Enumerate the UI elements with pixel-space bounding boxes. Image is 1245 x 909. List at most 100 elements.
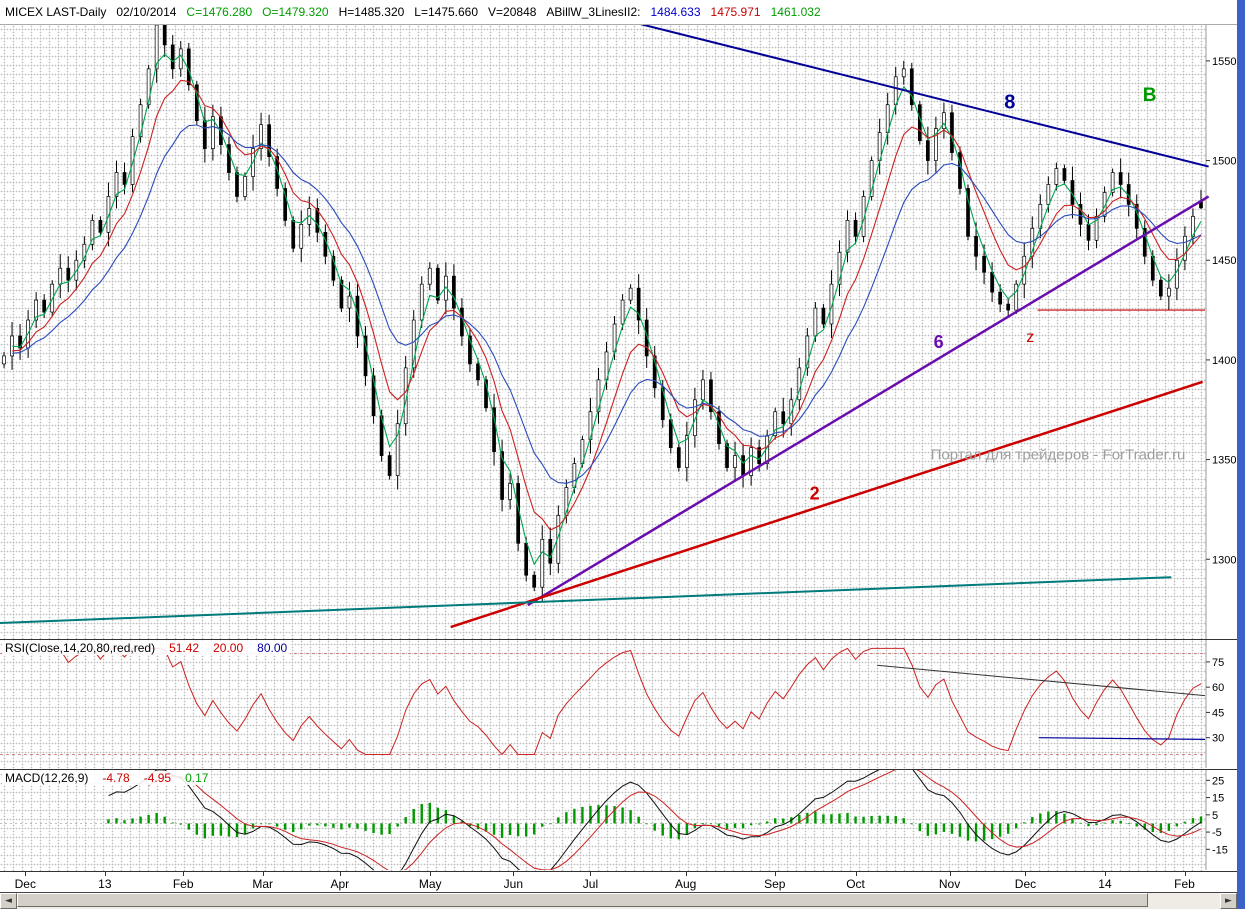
candle [925,140,930,161]
candle [476,363,480,381]
price-chart[interactable]: 1550 1500 1450 1400 1350 1300 8 6 2 Bz Портал для … [0,25,1245,639]
y-axis-label: 1350 [1212,455,1236,467]
macd-hist-bar [541,823,544,827]
macd-hist-bar [388,823,391,835]
candle [371,375,376,417]
macd-hist-bar [910,823,913,825]
macd-hist-bar [838,813,841,824]
y-axis-label: 60 [1212,682,1224,694]
time-axis-tick [339,872,341,876]
macd-signal-line [148,770,1202,870]
macd-hist-bar [846,812,849,824]
time-axis-tick [774,872,776,876]
macd-hist-bar [380,823,383,835]
candle [1086,224,1091,241]
macd-hist-bar [958,823,962,837]
candle [845,220,850,253]
time-axis-tick [513,872,515,876]
macd-hist-bar [324,823,327,827]
candle [684,435,689,468]
candlestick-series [2,25,1203,602]
scroll-left-button[interactable]: ◄ [0,893,17,909]
macd-signal-value: -4.95 [143,771,172,785]
candle [950,112,954,153]
trendline-teal-support[interactable] [0,576,1172,625]
macd-pane[interactable]: MACD(12,26,9) -4.78 -4.95 0.17 25 15 5 -5 -1… [0,770,1245,872]
scroll-right-button[interactable]: ► [1220,893,1237,909]
y-axis-label: 1300 [1212,554,1236,566]
macd-hist-bar [982,823,986,841]
macd-hist-bar [444,809,448,824]
candle [990,271,994,293]
macd-hist-bar [533,823,536,835]
time-axis-tick [1025,872,1027,876]
macd-hist-bar [1055,811,1058,824]
trendline-rsi-down-line[interactable] [877,664,1206,697]
time-axis: Dec 13 Feb Mar Apr May Jun Jul Aug Sep Oct Nov Dec 14… [0,872,1237,893]
macd-hist-bar [219,823,223,836]
macd-hist-bar [886,815,889,824]
candle [484,379,488,409]
candle [1175,259,1179,289]
macd-hist-bar [267,823,271,825]
macd-hist-bar [227,823,231,837]
candle [500,451,504,500]
close-value: C=1476.280 [186,5,253,19]
trendline-label-6: 6 [934,332,944,352]
candle [958,152,962,189]
horizontal-scrollbar[interactable]: ◄ ► [0,893,1237,909]
rsi-pane[interactable]: RSI(Close,14,20,80,red,red) 51.42 20.00 … [0,640,1245,770]
candle [154,25,159,70]
macd-hist-bar [1159,823,1163,833]
candle [355,295,360,337]
macd-hist-bar [292,823,295,833]
y-axis-label: 45 [1212,707,1224,719]
macd-hist-bar [420,803,423,824]
time-axis-label: Dec [14,877,36,891]
time-axis-label: Feb [1174,877,1195,891]
y-axis-label: 1550 [1212,56,1236,68]
macd-hist-bar [1175,823,1179,827]
time-axis-label: Jun [503,877,524,891]
macd-hist-bar [107,819,110,824]
macd-value: -4.78 [102,771,130,785]
candle [893,76,898,106]
rsi-value: 51.42 [169,641,200,655]
y-axis-label: 25 [1212,775,1224,787]
candle [974,235,978,257]
macd-hist-bar [468,823,472,827]
y-axis-label: 1400 [1212,355,1236,367]
candle [1006,303,1011,311]
macd-hist-bar [1199,816,1203,824]
candle [427,267,432,285]
macd-hist-bar [412,809,415,824]
candle [725,443,729,468]
macd-hist-bar [717,823,721,827]
candle [909,68,914,106]
candle [1062,168,1067,181]
indicator-name: ABillW_3LinesII2: [546,5,641,19]
candle [660,387,665,421]
trendline-rsi-flat-line[interactable] [1038,737,1206,740]
scrollbar-track[interactable] [17,893,1220,909]
macd-hist-bar [549,823,552,825]
candle [82,243,87,261]
time-axis-tick [430,872,432,876]
time-axis-tick [590,872,592,876]
scrollbar-thumb[interactable] [17,893,1148,907]
time-axis-tick [104,872,106,876]
candle [1142,227,1147,257]
macd-hist-bar [966,823,970,841]
macd-chart[interactable]: 25 15 5 -5 -15 [0,770,1245,870]
macd-hist-bar [1127,823,1130,825]
macd-hist-bar [1167,823,1171,831]
candle [701,379,705,401]
macd-hist-bar [1119,820,1122,824]
trendline-wave-8-resistance[interactable] [596,25,1209,168]
rsi-chart[interactable]: 75 60 45 30 [0,640,1245,768]
y-axis-label: 75 [1212,657,1224,669]
trendline-wave-2-support[interactable] [450,380,1203,629]
candle [468,335,472,365]
trendline-wave-6-support[interactable] [527,195,1210,607]
